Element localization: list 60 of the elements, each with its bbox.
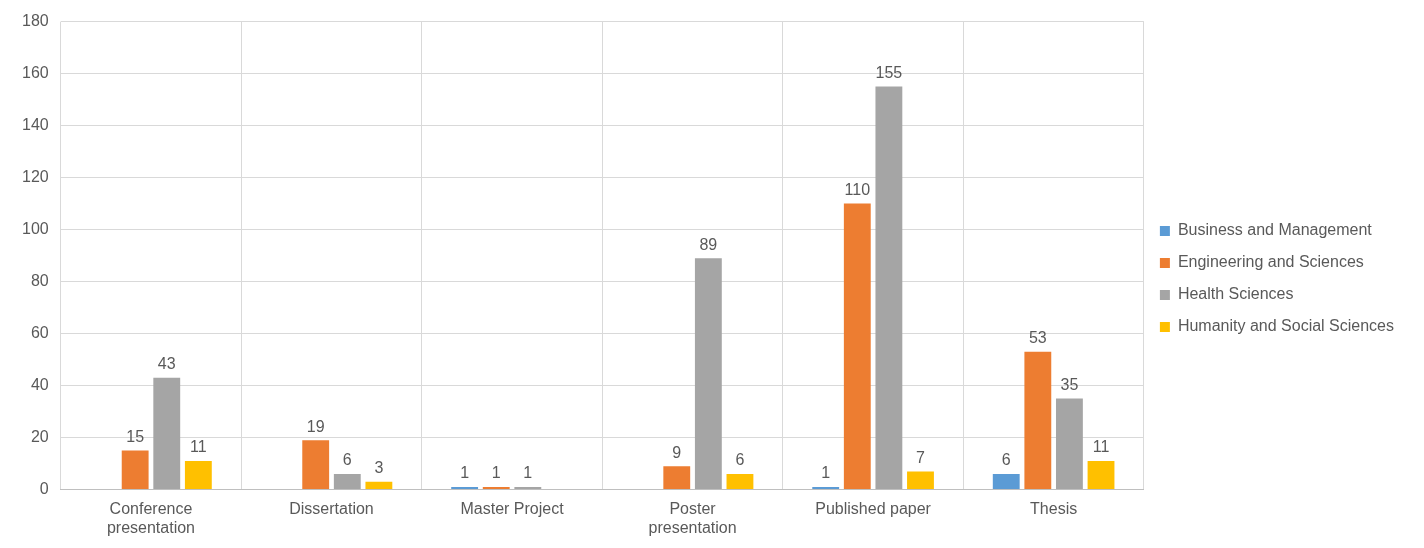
bar	[726, 474, 754, 490]
legend-label: Humanity and Social Sciences	[1177, 317, 1394, 335]
data-label: 43	[157, 355, 176, 373]
y-tick-label: 160	[21, 64, 49, 82]
bar	[184, 461, 212, 490]
data-label: 6	[342, 451, 352, 469]
bar	[514, 487, 542, 490]
data-label: 9	[672, 443, 682, 461]
bar	[992, 474, 1020, 490]
bar	[482, 487, 510, 490]
bar	[1055, 398, 1083, 490]
data-label: 1	[523, 464, 533, 482]
legend-label: Engineering and Sciences	[1177, 253, 1364, 271]
bar	[907, 471, 934, 490]
bar	[153, 377, 181, 490]
y-tick-label: 20	[30, 428, 49, 446]
bar	[333, 474, 361, 490]
x-tick-label: Conference presentation	[106, 499, 195, 536]
bar	[1024, 351, 1052, 490]
x-tick-label: Poster presentation	[648, 499, 737, 536]
data-label: 15	[126, 428, 145, 446]
bar	[451, 487, 479, 490]
data-label: 7	[916, 448, 926, 466]
legend-label: Business and Management	[1177, 221, 1373, 239]
bar	[1087, 461, 1115, 490]
y-tick-label: 80	[30, 272, 49, 290]
bar	[875, 86, 903, 490]
y-tick-label: 100	[21, 220, 49, 238]
data-label: 35	[1060, 376, 1079, 394]
y-tick-label: 140	[21, 116, 49, 134]
data-label: 1	[821, 464, 831, 482]
y-tick-label: 60	[30, 324, 49, 342]
y-tick-label: 120	[21, 168, 49, 186]
y-tick-label: 180	[21, 12, 49, 30]
data-label: 89	[699, 235, 718, 253]
bar	[365, 481, 393, 490]
bar	[843, 203, 871, 490]
x-tick-label: Thesis	[1030, 499, 1078, 517]
data-label: 3	[374, 459, 384, 477]
y-tick-label: 40	[30, 376, 49, 394]
data-label: 11	[190, 438, 207, 456]
bar	[663, 466, 691, 490]
data-label: 19	[306, 417, 325, 435]
data-label: 6	[735, 451, 745, 469]
data-label: 53	[1028, 329, 1047, 347]
data-label: 1	[460, 464, 470, 482]
bar	[302, 440, 330, 490]
y-tick-label: 0	[39, 480, 49, 498]
data-label: 11	[1092, 438, 1110, 456]
data-label: 6	[1001, 451, 1011, 469]
bar	[812, 487, 840, 490]
data-label: 110	[844, 181, 871, 199]
x-tick-label: Master Project	[460, 499, 565, 517]
legend-label: Health Sciences	[1177, 285, 1294, 303]
bar	[121, 450, 149, 490]
data-label: 155	[875, 64, 903, 82]
x-tick-label: Published paper	[815, 499, 932, 517]
data-label: 1	[491, 464, 501, 482]
x-tick-label: Dissertation	[289, 499, 374, 517]
bar	[694, 258, 722, 490]
